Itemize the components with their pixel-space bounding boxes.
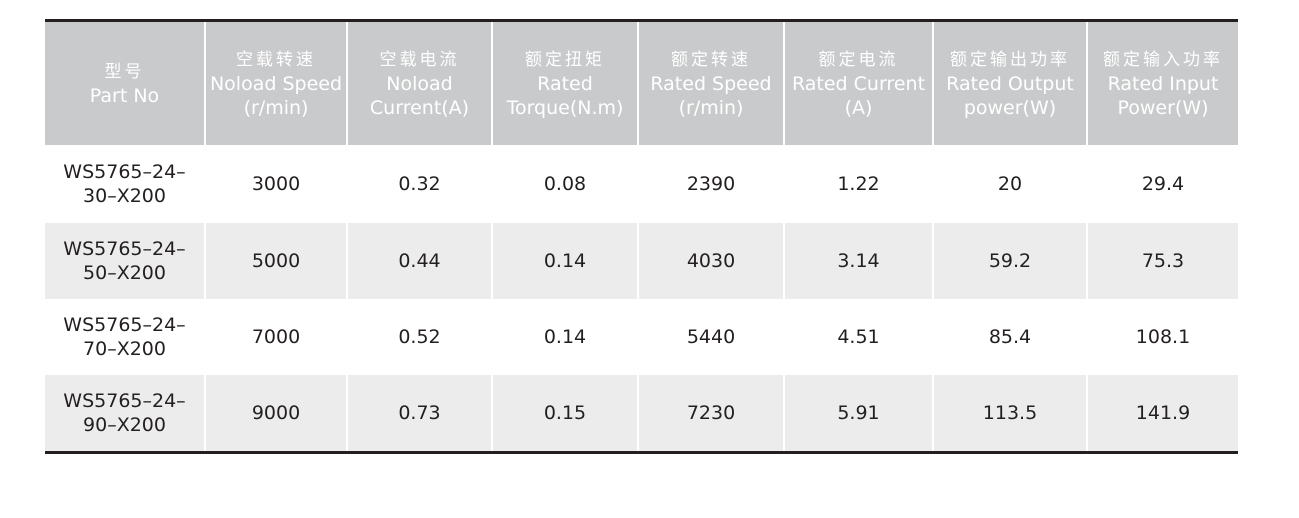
value-cell: 0.32 xyxy=(346,145,492,223)
header-en: Rated Output xyxy=(946,72,1074,95)
header-en: Noload Speed xyxy=(209,72,343,95)
value-cell: 0.15 xyxy=(491,375,638,453)
value-cell: 4.51 xyxy=(783,299,933,375)
part-no-line: 30–X200 xyxy=(83,185,166,207)
value-cell: 7230 xyxy=(637,375,784,453)
value-cell: 0.14 xyxy=(491,299,638,375)
value-cell: 75.3 xyxy=(1086,223,1238,299)
header-en: (A) xyxy=(844,96,873,119)
value-cell: 5440 xyxy=(637,299,784,375)
part-no-line: 50–X200 xyxy=(83,262,166,284)
header-cn: 型号 xyxy=(104,61,145,82)
value-cell: 29.4 xyxy=(1086,145,1238,223)
header-en: Torque(N.m) xyxy=(506,96,624,119)
value-cell: 5.91 xyxy=(783,375,933,453)
table-row: WS5765–24– 30–X200 3000 0.32 0.08 2390 1.22 20 2… xyxy=(45,145,1238,223)
table-body: WS5765–24– 30–X200 3000 0.32 0.08 2390 1.22 20 2… xyxy=(45,145,1238,453)
value-cell: 0.52 xyxy=(346,299,492,375)
value-cell: 20 xyxy=(932,145,1087,223)
value-cell: 0.08 xyxy=(491,145,638,223)
value-cell: 108.1 xyxy=(1086,299,1238,375)
value-cell: 3000 xyxy=(204,145,347,223)
value-cell: 141.9 xyxy=(1086,375,1238,453)
value-cell: 85.4 xyxy=(932,299,1087,375)
value-cell: 7000 xyxy=(204,299,347,375)
header-cell: 空载电流 Noload Current(A) xyxy=(346,20,492,145)
header-cell: 额定输入功率 Rated Input Power(W) xyxy=(1086,20,1238,145)
header-en: power(W) xyxy=(963,96,1057,119)
part-no: WS5765–24– 50–X200 xyxy=(45,223,205,299)
header-cn: 额定输入功率 xyxy=(1103,49,1223,70)
part-no-line: 90–X200 xyxy=(83,414,166,436)
header-en: (r/min) xyxy=(243,96,309,119)
value-cell: 5000 xyxy=(204,223,347,299)
header-cell: 空载转速 Noload Speed (r/min) xyxy=(204,20,347,145)
header-cn: 额定转速 xyxy=(671,49,751,70)
header-cn: 额定输出功率 xyxy=(950,49,1070,70)
header-row: 型号 Part No 空载转速 Noload Speed (r/min) 空载电流 Nolo… xyxy=(45,20,1238,145)
header-en: Noload xyxy=(386,72,453,95)
header-en: Rated Speed xyxy=(650,72,772,95)
header-en: Rated Input xyxy=(1107,72,1219,95)
part-no: WS5765–24– 30–X200 xyxy=(45,145,205,223)
header-cn: 空载电流 xyxy=(379,49,460,70)
header-en: Rated xyxy=(537,72,593,95)
value-cell: 2390 xyxy=(637,145,784,223)
part-no: WS5765–24– 70–X200 xyxy=(45,299,205,375)
header-cell: 型号 Part No xyxy=(45,20,205,145)
table-row: WS5765–24– 90–X200 9000 0.73 0.15 7230 5.91 113… xyxy=(45,375,1238,453)
value-cell: 4030 xyxy=(637,223,784,299)
value-cell: 0.73 xyxy=(346,375,492,453)
value-cell: 59.2 xyxy=(932,223,1087,299)
part-no-line: WS5765–24– xyxy=(63,238,186,260)
table-row: WS5765–24– 50–X200 5000 0.44 0.14 4030 3.14 59.… xyxy=(45,223,1238,299)
header-en: Part No xyxy=(89,84,160,107)
part-no: WS5765–24– 90–X200 xyxy=(45,375,205,453)
part-no-line: WS5765–24– xyxy=(63,314,186,336)
part-no-line: WS5765–24– xyxy=(63,390,186,412)
header-en: Rated Current xyxy=(791,72,926,95)
value-cell: 1.22 xyxy=(783,145,933,223)
header-cell: 额定转速 Rated Speed (r/min) xyxy=(637,20,784,145)
header-en: (r/min) xyxy=(678,96,744,119)
header-en: Current(A) xyxy=(369,96,470,119)
value-cell: 0.44 xyxy=(346,223,492,299)
header-cn: 空载转速 xyxy=(236,49,316,70)
table-container: 型号 Part No 空载转速 Noload Speed (r/min) 空载电流 Nolo… xyxy=(45,19,1238,454)
value-cell: 3.14 xyxy=(783,223,933,299)
header-cn: 额定电流 xyxy=(818,49,899,70)
header-cn: 额定扭矩 xyxy=(525,49,605,70)
spec-table: 型号 Part No 空载转速 Noload Speed (r/min) 空载电流 Nolo… xyxy=(45,19,1238,454)
header-cell: 额定扭矩 Rated Torque(N.m) xyxy=(491,20,638,145)
value-cell: 0.14 xyxy=(491,223,638,299)
part-no-line: 70–X200 xyxy=(83,338,166,360)
value-cell: 9000 xyxy=(204,375,347,453)
value-cell: 113.5 xyxy=(932,375,1087,453)
part-no-line: WS5765–24– xyxy=(63,161,186,183)
header-en: Power(W) xyxy=(1117,96,1209,119)
header-cell: 额定输出功率 Rated Output power(W) xyxy=(932,20,1087,145)
table-row: WS5765–24– 70–X200 7000 0.52 0.14 5440 4.51 85.… xyxy=(45,299,1238,375)
header-cell: 额定电流 Rated Current (A) xyxy=(783,20,933,145)
